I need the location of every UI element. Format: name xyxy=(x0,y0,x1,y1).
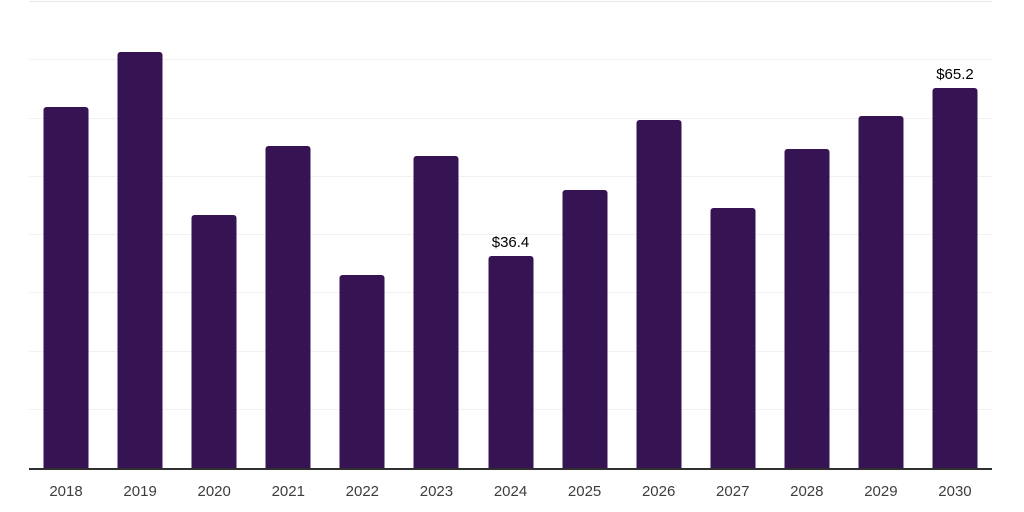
x-tick-label-2028: 2028 xyxy=(790,483,824,500)
x-tick-label-2030: 2030 xyxy=(938,483,972,500)
bar-2019[interactable] xyxy=(117,52,163,468)
x-tick-label-2027: 2027 xyxy=(716,483,750,500)
x-tick-label-2023: 2023 xyxy=(419,483,454,500)
bar-slot-2019 xyxy=(103,2,177,468)
bar-slot-2029 xyxy=(844,2,918,468)
x-tick-label-2021: 2021 xyxy=(271,483,305,500)
x-tick-label-2025: 2025 xyxy=(567,483,602,500)
gridline-60 xyxy=(29,117,992,119)
bars-layer: $36.4 $65.2 xyxy=(29,2,992,468)
bar-2026[interactable] xyxy=(636,119,682,468)
bar-slot-2028 xyxy=(770,2,844,468)
bar-2024[interactable] xyxy=(488,255,533,468)
x-tick-label-2019: 2019 xyxy=(123,483,157,500)
bar-value-label-2024: $36.4 xyxy=(491,233,530,251)
bar-2020[interactable] xyxy=(191,215,237,468)
bar-slot-2018 xyxy=(29,2,103,468)
bar-2028[interactable] xyxy=(784,148,830,468)
bar-2029[interactable] xyxy=(858,115,904,468)
bar-2023[interactable] xyxy=(413,156,459,468)
x-tick-label-2022: 2022 xyxy=(345,483,380,500)
bar-2022[interactable] xyxy=(339,275,385,468)
bar-2021[interactable] xyxy=(265,146,311,468)
bar-value-label-2030: $65.2 xyxy=(936,66,974,84)
x-tick-label-2020: 2020 xyxy=(197,483,231,500)
bar-slot-2023 xyxy=(399,2,473,468)
bar-2018[interactable] xyxy=(43,106,89,468)
plot-area: $36.4 $65.2 xyxy=(29,1,992,470)
bar-slot-2027 xyxy=(696,2,770,468)
bar-slot-2021 xyxy=(251,2,325,468)
x-axis-line xyxy=(29,468,992,470)
gridline-70 xyxy=(29,59,992,61)
gridline-80 xyxy=(29,1,992,2)
bar-slot-2026 xyxy=(622,2,696,468)
gridline-40 xyxy=(29,234,992,235)
x-tick-label-2026: 2026 xyxy=(641,483,676,500)
bar-2030[interactable] xyxy=(932,88,978,468)
bar-2027[interactable] xyxy=(710,208,756,468)
x-axis-tick-labels: 2018 2019 2020 2021 2022 2023 2024 2025 2026 2027… xyxy=(29,483,992,500)
x-tick-label-2018: 2018 xyxy=(49,483,83,500)
bar-2025[interactable] xyxy=(562,189,608,468)
bar-slot-2024: $36.4 xyxy=(473,2,547,468)
bar-slot-2025 xyxy=(548,2,622,468)
bar-slot-2030: $65.2 xyxy=(918,2,992,468)
bar-slot-2020 xyxy=(177,2,251,468)
gridline-50 xyxy=(29,175,992,177)
bar-slot-2022 xyxy=(325,2,399,468)
x-tick-label-2024: 2024 xyxy=(493,483,528,500)
x-tick-label-2029: 2029 xyxy=(864,483,898,500)
